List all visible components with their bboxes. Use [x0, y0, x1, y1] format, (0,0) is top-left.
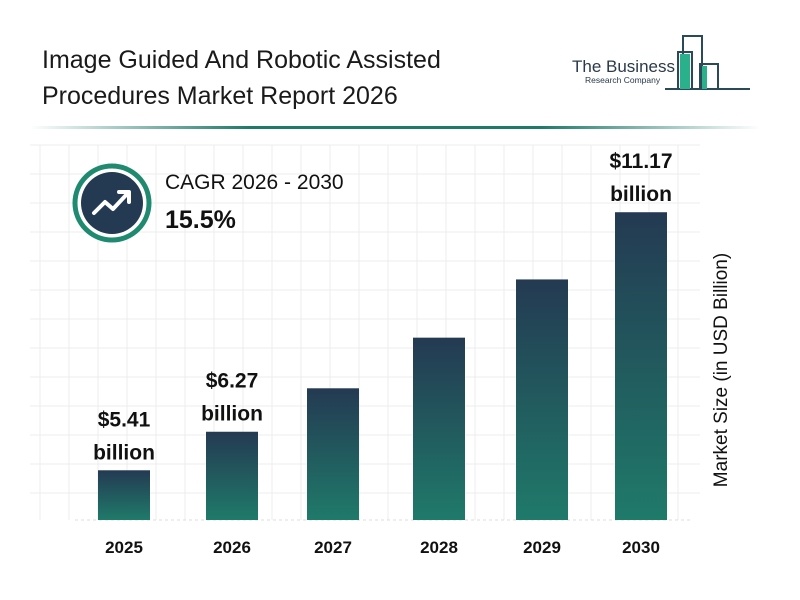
bar-2028: [413, 337, 465, 520]
data-label-amount: $6.27: [206, 370, 259, 393]
cagr-label: CAGR 2026 - 2030: [165, 171, 344, 194]
bar-2026: [206, 431, 258, 520]
cagr-value: 15.5%: [165, 206, 236, 234]
x-tick-label: 2030: [622, 538, 660, 557]
bar-2030: [615, 212, 667, 520]
data-label-unit: billion: [610, 183, 672, 206]
bar-2027: [307, 388, 359, 520]
x-tick-label: 2025: [105, 538, 143, 557]
page-title: Image Guided And Robotic Assisted Proced…: [42, 46, 441, 110]
logo-text-line2: Research Company: [585, 75, 661, 85]
trend-up-arrow-icon: [72, 163, 152, 243]
x-tick-label: 2029: [523, 538, 561, 557]
x-tick-label: 2026: [213, 538, 251, 557]
x-tick-label: 2028: [420, 538, 458, 557]
title-divider: [30, 126, 760, 129]
data-label-amount: $5.41: [98, 408, 151, 431]
data-label-unit: billion: [201, 403, 263, 426]
bar-2025: [98, 470, 150, 520]
data-label-amount: $11.17: [609, 150, 672, 173]
logo-text-line1: The Business: [572, 57, 675, 76]
x-tick-label: 2027: [314, 538, 352, 557]
y-axis-label: Market Size (in USD Billion): [711, 252, 732, 488]
bar-2029: [516, 279, 568, 520]
data-label-unit: billion: [93, 441, 155, 464]
company-logo: The Business Research Company: [572, 35, 750, 90]
